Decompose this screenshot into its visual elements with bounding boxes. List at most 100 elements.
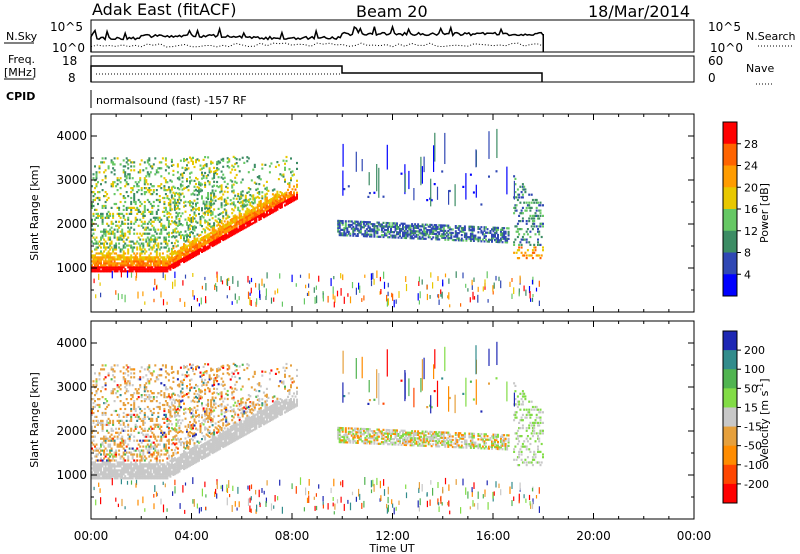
power-echo-cell bbox=[243, 219, 246, 222]
power-echo-cell bbox=[118, 208, 121, 211]
power-echo-cell bbox=[166, 256, 169, 259]
power-echo-cell bbox=[403, 231, 406, 234]
velocity-echo-cell bbox=[140, 471, 143, 474]
power-echo-cell bbox=[189, 249, 191, 252]
velocity-echo-cell bbox=[130, 433, 133, 436]
power-echo-cell bbox=[385, 229, 388, 232]
power-echo-cell bbox=[167, 261, 170, 264]
power-echo-cell bbox=[115, 202, 118, 206]
power-echo-cell bbox=[195, 238, 197, 241]
power-echo-cell bbox=[402, 227, 404, 231]
power-echo-cell bbox=[118, 226, 121, 229]
velocity-echo-cell bbox=[167, 468, 170, 471]
power-echo-cell bbox=[226, 220, 229, 223]
power-echo-cell bbox=[231, 180, 234, 183]
power-echo-cell bbox=[503, 232, 506, 235]
power-echo-cell bbox=[253, 219, 256, 222]
power-echo-cell bbox=[149, 193, 152, 196]
power-echo-cell bbox=[181, 176, 184, 179]
power-echo-cell bbox=[148, 240, 151, 243]
power-echo-cell bbox=[271, 189, 274, 192]
power-echo-cell bbox=[116, 228, 119, 231]
velocity-echo-cell bbox=[118, 427, 121, 430]
velocity-echo-cell bbox=[113, 364, 116, 367]
velocity-echo-cell bbox=[134, 461, 137, 464]
power-echo-cell bbox=[202, 249, 205, 253]
power-echo-cell bbox=[189, 182, 191, 185]
power-echo-cell bbox=[106, 270, 109, 273]
power-echo-cell bbox=[179, 230, 182, 234]
velocity-echo-cell bbox=[94, 473, 96, 476]
power-echo-cell bbox=[112, 264, 115, 267]
power-echo-cell bbox=[521, 193, 524, 196]
velocity-echo-cell bbox=[164, 473, 167, 476]
velocity-echo-cell bbox=[127, 477, 130, 480]
power-echo-cell bbox=[148, 264, 151, 267]
power-echo-cell bbox=[166, 260, 169, 263]
power-echo-cell bbox=[542, 225, 544, 228]
power-echo-cell bbox=[523, 233, 526, 236]
power-echo-cell bbox=[163, 224, 166, 227]
power-streak bbox=[421, 166, 423, 184]
power-echo-cell bbox=[155, 262, 158, 265]
velocity-echo-cell bbox=[140, 477, 143, 480]
power-echo-cell bbox=[533, 246, 536, 249]
power-echo-cell bbox=[291, 200, 294, 203]
power-echo-cell bbox=[134, 200, 137, 204]
power-echo-cell bbox=[367, 221, 370, 224]
power-echo-cell bbox=[172, 191, 175, 194]
velocity-echo-cell bbox=[170, 466, 173, 469]
power-echo-cell bbox=[264, 193, 267, 196]
power-echo-cell bbox=[98, 240, 101, 243]
velocity-echo-cell bbox=[109, 477, 112, 480]
velocity-echo-cell bbox=[154, 449, 157, 452]
power-echo-cell bbox=[530, 206, 533, 209]
power-echo-cell bbox=[217, 213, 220, 216]
power-echo-cell bbox=[140, 189, 143, 192]
velocity-echo-cell bbox=[127, 366, 130, 369]
velocity-echo-cell bbox=[98, 378, 101, 381]
power-cbar-swatch bbox=[723, 209, 737, 232]
power-echo-cell bbox=[130, 258, 133, 261]
power-echo-cell bbox=[268, 206, 271, 209]
power-echo-cell bbox=[454, 226, 457, 229]
power-echo-cell bbox=[497, 240, 499, 244]
velocity-echo-cell bbox=[148, 380, 151, 383]
power-echo-cell bbox=[460, 234, 463, 237]
power-echo-cell bbox=[515, 225, 518, 228]
power-echo-cell bbox=[109, 242, 112, 245]
power-echo-cell bbox=[226, 190, 229, 194]
power-echo-cell bbox=[225, 237, 228, 240]
power-echo-cell bbox=[373, 224, 376, 228]
velocity-echo-cell bbox=[173, 443, 176, 446]
power-echo-cell bbox=[195, 208, 197, 211]
power-echo-cell bbox=[130, 196, 133, 200]
power-echo-cell bbox=[528, 220, 531, 223]
power-echo-cell bbox=[170, 241, 173, 245]
power-noise-cell bbox=[249, 297, 251, 306]
power-echo-cell bbox=[352, 225, 355, 228]
power-echo-cell bbox=[264, 163, 267, 166]
velocity-echo-cell bbox=[118, 421, 121, 424]
power-echo-cell bbox=[256, 209, 259, 212]
power-echo-cell bbox=[412, 237, 415, 240]
power-echo-cell bbox=[145, 268, 148, 271]
power-echo-cell bbox=[166, 264, 169, 267]
power-echo-cell bbox=[276, 198, 279, 201]
power-echo-cell bbox=[170, 186, 173, 189]
power-echo-cell bbox=[231, 226, 234, 229]
power-echo-cell bbox=[193, 229, 196, 232]
velocity-echo-cell bbox=[91, 409, 93, 413]
velocity-echo-cell bbox=[155, 461, 158, 464]
power-echo-cell bbox=[240, 214, 243, 218]
power-echo-cell bbox=[113, 234, 116, 237]
velocity-echo-cell bbox=[116, 364, 119, 367]
power-echo-cell bbox=[154, 216, 157, 219]
velocity-echo-cell bbox=[189, 456, 191, 459]
power-noise-cell bbox=[200, 297, 202, 305]
velocity-echo-cell bbox=[170, 458, 173, 461]
velocity-echo-cell bbox=[106, 449, 109, 452]
power-echo-cell bbox=[246, 156, 249, 159]
power-echo-cell bbox=[187, 234, 190, 237]
velocity-echo-cell bbox=[98, 473, 101, 476]
